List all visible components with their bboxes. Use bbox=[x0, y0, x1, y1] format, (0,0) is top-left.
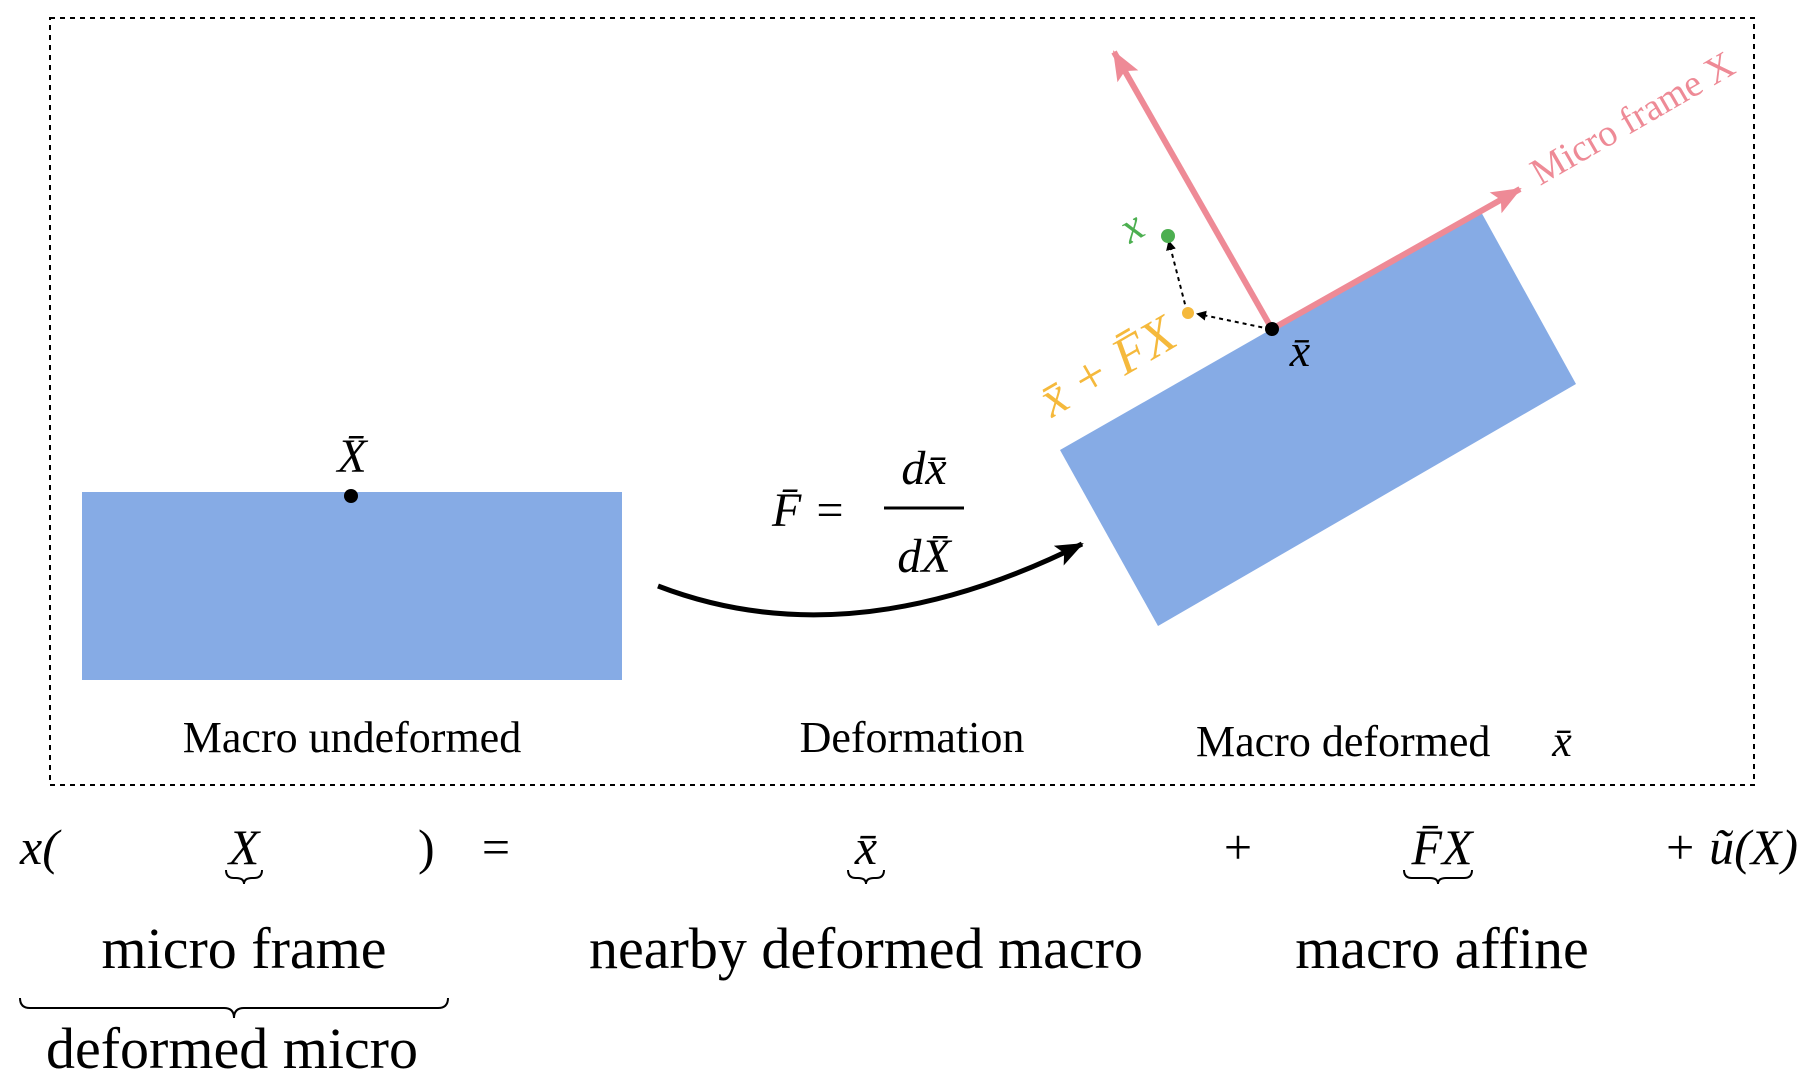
undeformed-block bbox=[82, 492, 622, 680]
gradient-denominator: dX̄ bbox=[897, 530, 952, 583]
caption-deformation: Deformation bbox=[800, 713, 1025, 762]
brace-label-micro-frame: micro frame bbox=[101, 916, 386, 981]
eq-term-xbar: x̄ bbox=[854, 819, 877, 875]
dashed-frame bbox=[49, 17, 1755, 786]
brace-label-deformed-micro: deformed micro bbox=[46, 1016, 418, 1081]
point-X-bar-dot bbox=[344, 489, 358, 503]
offset-point-dot bbox=[1182, 307, 1194, 319]
micro-frame-label: Micro frame X bbox=[1524, 43, 1742, 193]
eq-underbrace-xbar bbox=[847, 869, 885, 885]
micro-point-dot bbox=[1161, 229, 1175, 243]
offset-vector-u bbox=[1166, 240, 1188, 313]
gradient-lhs: F̄ = bbox=[771, 484, 846, 537]
point-X-bar-label: X̄ bbox=[335, 430, 368, 483]
eq-underbrace-X bbox=[225, 869, 263, 885]
point-x-bar-dot bbox=[1265, 322, 1279, 336]
caption-undeformed: Macro undeformed bbox=[183, 713, 521, 762]
offset-vector-FX bbox=[1196, 310, 1271, 330]
micro-point-label: x bbox=[1110, 200, 1153, 253]
micro-frame-axis-1 bbox=[1270, 186, 1522, 332]
eq-underbrace-FX bbox=[1403, 869, 1473, 885]
gradient-numerator: dx̄ bbox=[901, 442, 946, 495]
eq-term-FX: F̄X bbox=[1410, 819, 1475, 875]
eq-term-u: + ũ(X) bbox=[1663, 819, 1798, 875]
eq-plus: + bbox=[1224, 819, 1252, 875]
caption-deformed: Macro deformed bbox=[1196, 717, 1490, 766]
eq-underbrace-deformed-micro bbox=[19, 997, 449, 1019]
deformation-arrow bbox=[657, 541, 1084, 618]
brace-label-affine: macro affine bbox=[1295, 916, 1589, 981]
eq-lhs-x: x( bbox=[19, 819, 62, 875]
caption-deformed-symbol: x̄ bbox=[1551, 717, 1572, 766]
eq-lhs-X: X bbox=[227, 819, 262, 875]
deformed-block bbox=[1060, 210, 1576, 626]
micro-frame-axis-2 bbox=[1111, 50, 1275, 331]
point-x-bar-label: x̄ bbox=[1289, 325, 1311, 376]
brace-label-nearby: nearby deformed macro bbox=[589, 916, 1143, 981]
eq-equals: = bbox=[482, 819, 510, 875]
eq-lhs-close: ) bbox=[418, 819, 435, 875]
